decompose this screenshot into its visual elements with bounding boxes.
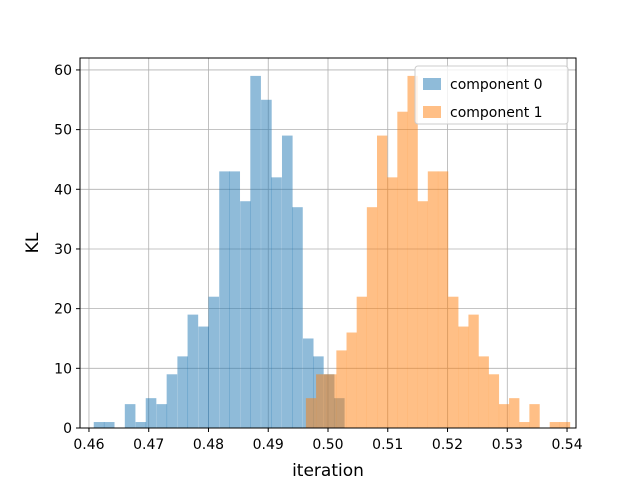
histogram-bar	[229, 171, 241, 429]
histogram-bar	[468, 314, 479, 428]
x-tick-label: 0.53	[492, 437, 523, 453]
histogram-bars	[93, 75, 571, 429]
histogram-bar	[488, 374, 500, 428]
histogram-bar	[124, 404, 136, 428]
y-tick-label: 0	[63, 421, 72, 437]
x-tick-label: 0.54	[551, 437, 582, 453]
histogram-bar	[397, 111, 408, 428]
histogram-bar	[198, 326, 209, 428]
x-axis-label: iteration	[292, 461, 364, 480]
histogram-bar	[366, 207, 378, 428]
x-tick-label: 0.46	[73, 437, 104, 453]
y-tick-label: 60	[54, 63, 72, 79]
histogram-bar	[559, 422, 571, 428]
axis-ticks: 0.46 0.47 0.48 0.49 0.50 0.51 0.52 0.53 0.54 0 10 2…	[54, 63, 583, 453]
histogram-bar	[437, 171, 449, 429]
x-tick-label: 0.50	[312, 437, 343, 453]
legend-swatch	[423, 78, 441, 90]
histogram-bar	[478, 356, 489, 428]
x-tick-label: 0.49	[253, 437, 284, 453]
legend-label: component 1	[450, 105, 543, 121]
histogram-bar	[219, 171, 230, 429]
histogram-bar	[519, 422, 530, 428]
y-tick-label: 10	[54, 361, 72, 377]
histogram-bar	[292, 207, 303, 428]
histogram-bar	[250, 75, 261, 428]
histogram-bar	[177, 356, 189, 428]
histogram-bar	[187, 314, 199, 428]
y-tick-label: 20	[54, 302, 72, 318]
y-tick-label: 30	[54, 242, 72, 258]
histogram-bar	[93, 422, 105, 428]
histogram-bar	[166, 374, 178, 428]
histogram-bar	[305, 398, 317, 428]
histogram-bar	[326, 374, 337, 428]
histogram-bar	[208, 296, 220, 428]
histogram-bar	[448, 296, 459, 428]
histogram-bar	[302, 338, 314, 428]
histogram-bar	[387, 177, 398, 428]
histogram-bar	[498, 404, 510, 428]
histogram-bar	[529, 404, 540, 428]
histogram-bar	[156, 404, 168, 428]
histogram-bar	[281, 135, 293, 429]
legend: component 0 component 1	[414, 65, 569, 125]
histogram-bar	[427, 171, 439, 429]
histogram-bar	[356, 296, 367, 428]
histogram-bar	[103, 422, 115, 428]
histogram-bar	[240, 201, 251, 428]
series-1-bars	[305, 75, 571, 429]
legend-label: component 0	[450, 77, 543, 93]
histogram-bar	[377, 135, 388, 429]
histogram-bar	[549, 422, 561, 428]
histogram-bar	[407, 75, 418, 428]
histogram-bar	[346, 332, 357, 428]
x-tick-label: 0.47	[133, 437, 164, 453]
legend-box	[414, 65, 569, 125]
y-tick-label: 40	[54, 182, 72, 198]
y-axis-label: KL	[23, 232, 43, 253]
x-tick-label: 0.52	[432, 437, 463, 453]
histogram-bar	[271, 177, 282, 428]
histogram-bar	[336, 350, 347, 428]
histogram-bar	[316, 374, 327, 428]
histogram-bar	[417, 201, 428, 428]
x-tick-label: 0.51	[372, 437, 403, 453]
x-tick-label: 0.48	[193, 437, 224, 453]
legend-swatch	[423, 106, 441, 118]
histogram-bar	[135, 422, 147, 428]
y-tick-label: 50	[54, 123, 72, 139]
histogram-bar	[145, 398, 157, 428]
histogram-bar	[458, 326, 469, 428]
histogram-bar	[261, 99, 272, 428]
histogram-bar	[509, 398, 520, 428]
